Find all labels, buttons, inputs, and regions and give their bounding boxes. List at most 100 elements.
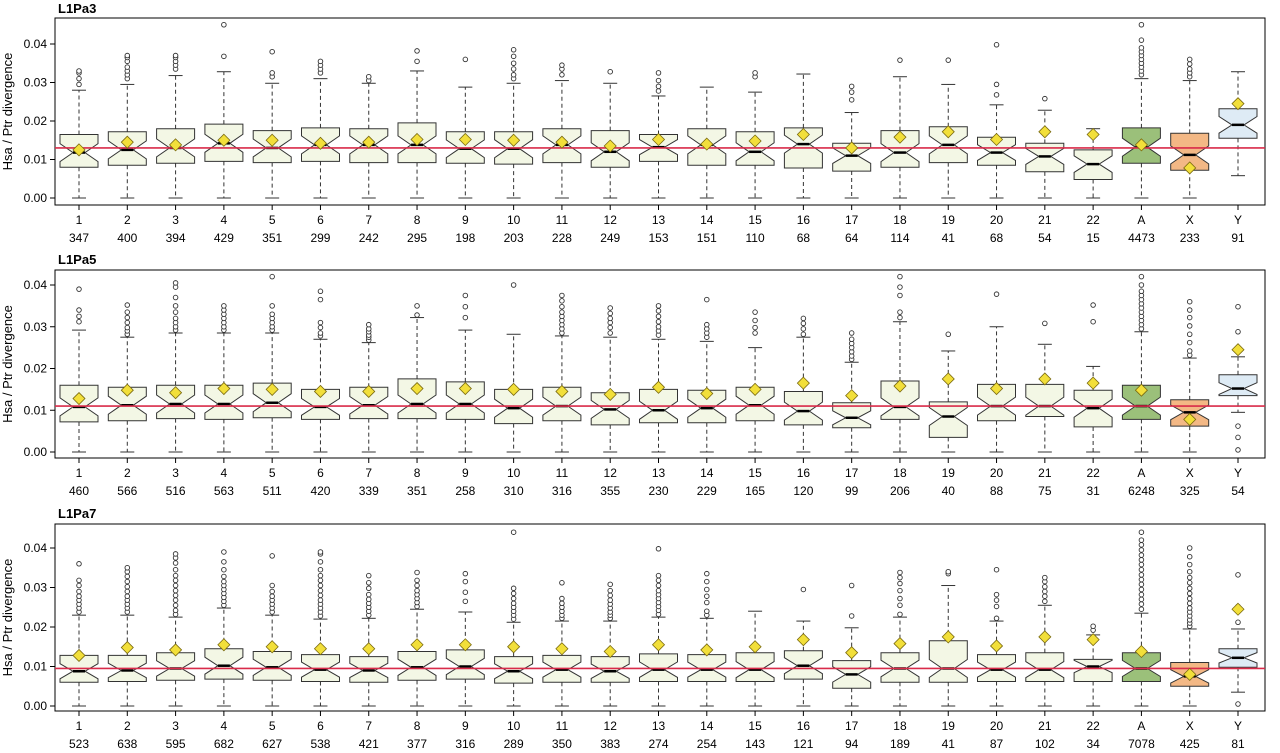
outlier-point — [993, 92, 1000, 98]
outlier-point — [317, 319, 324, 326]
outlier-point — [414, 569, 420, 576]
outlier-point — [655, 308, 662, 314]
outlier-point — [462, 56, 469, 63]
count-label: 511 — [263, 484, 282, 498]
category-label: 10 — [507, 466, 521, 480]
outlier-point — [1138, 273, 1145, 280]
count-label: 254 — [697, 737, 717, 751]
outlier-point — [1186, 331, 1193, 338]
y-axis-label: Hsa / Ptr divergence — [0, 53, 15, 171]
outlier-point — [172, 303, 179, 309]
category-label: 14 — [700, 719, 714, 733]
mean-marker — [313, 384, 328, 399]
count-label: 310 — [504, 484, 524, 498]
count-label: 377 — [407, 737, 427, 751]
count-label: 151 — [697, 231, 717, 245]
outlier-point — [752, 324, 758, 331]
mean-marker — [603, 387, 617, 401]
outlier-point — [993, 603, 1000, 610]
outlier-point — [1138, 547, 1145, 553]
outlier-point — [655, 70, 662, 76]
mean-marker — [1134, 383, 1148, 397]
outlier-point — [124, 583, 131, 590]
category-label: 12 — [604, 719, 618, 733]
category-label: 1 — [76, 466, 83, 480]
outlier-point — [897, 57, 903, 63]
outlier-point — [124, 324, 131, 331]
count-label: 102 — [1035, 737, 1055, 751]
outlier-point — [848, 83, 855, 90]
y-tick-label: 0.00 — [24, 699, 48, 713]
count-label: 638 — [117, 737, 137, 751]
category-label: A — [1137, 719, 1145, 733]
outlier-point — [414, 58, 420, 65]
count-label: 94 — [845, 737, 859, 751]
outlier-point — [414, 582, 420, 589]
mean-marker — [458, 381, 472, 396]
outlier-point — [462, 589, 469, 595]
outlier-point — [993, 591, 1000, 598]
outlier-point — [269, 311, 275, 317]
outlier-point — [172, 560, 179, 566]
y-tick-label: 0.02 — [24, 114, 48, 128]
y-axis-label: Hsa / Ptr divergence — [0, 559, 15, 677]
category-label: 17 — [845, 213, 859, 227]
outlier-point — [269, 70, 275, 76]
outlier-point — [317, 577, 324, 584]
outlier-point — [1186, 605, 1193, 611]
outlier-point — [559, 292, 565, 299]
category-label: 2 — [124, 466, 131, 480]
panel-l1pa3: L1Pa3 0.00 0.01 0.02 0.03 0.04 Hsa / Ptr diver… — [0, 1, 1266, 245]
y-tick-label: 0.01 — [24, 153, 48, 167]
y-tick-label: 0.03 — [24, 76, 48, 90]
box-body — [494, 656, 534, 684]
mean-marker — [989, 132, 1004, 147]
outlier-point — [1186, 339, 1193, 346]
category-label: 20 — [990, 719, 1004, 733]
box-body — [735, 652, 775, 682]
box-A: A 7078 — [1121, 529, 1161, 751]
outlier-point — [317, 330, 324, 336]
outlier-point — [1138, 572, 1145, 578]
outlier-point — [897, 587, 903, 594]
mean-marker — [1231, 602, 1245, 616]
category-label: 6 — [317, 466, 324, 480]
box-A: A 4473 — [1121, 22, 1161, 245]
outlier-point — [897, 611, 903, 618]
outlier-point — [897, 574, 903, 581]
outlier-point — [317, 592, 324, 599]
outlier-point — [1235, 434, 1241, 441]
outlier-point — [1186, 574, 1193, 581]
mean-marker — [989, 381, 1004, 396]
outlier-point — [800, 326, 807, 332]
box-body — [590, 656, 630, 683]
mean-marker — [265, 640, 279, 654]
category-label: 16 — [797, 213, 811, 227]
outlier-point — [172, 280, 179, 286]
outlier-point — [317, 288, 324, 295]
category-label: 8 — [414, 719, 421, 733]
count-label: 563 — [214, 484, 234, 498]
outlier-point — [76, 577, 82, 584]
box-body — [397, 651, 437, 681]
outlier-point — [607, 592, 613, 599]
mean-marker — [941, 125, 955, 139]
mean-marker — [700, 137, 714, 151]
outlier-point — [1186, 553, 1193, 560]
count-label: 7078 — [1128, 737, 1155, 751]
mean-marker — [507, 640, 521, 654]
mean-marker — [410, 381, 424, 396]
outlier-point — [993, 42, 1000, 48]
outlier-point — [172, 294, 179, 301]
count-label: 538 — [310, 737, 330, 751]
outlier-point — [897, 284, 903, 290]
outlier-point — [1186, 61, 1193, 67]
outlier-point — [1090, 302, 1096, 308]
outlier-point — [510, 60, 517, 67]
